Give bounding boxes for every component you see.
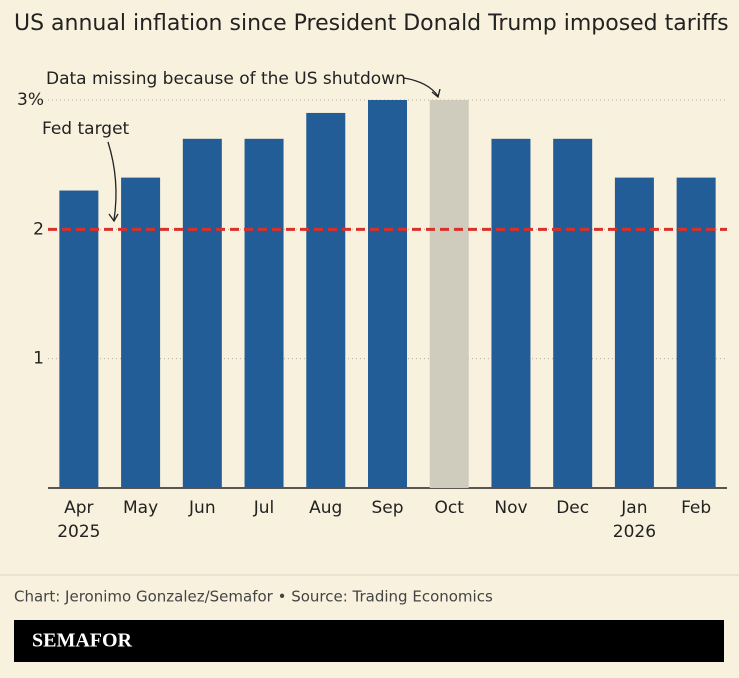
- reference-label: Fed target: [42, 119, 130, 139]
- brand-bar: [14, 620, 724, 662]
- bar: [676, 177, 716, 488]
- fed-arrowhead: [108, 213, 119, 223]
- bar: [491, 138, 531, 489]
- source: Chart: Jeronimo Gonzalez/Semafor • Sourc…: [14, 588, 493, 606]
- y-tick-label: 1: [33, 349, 44, 369]
- annotation: Data missing because of the US shutdown: [46, 69, 406, 89]
- bar: [306, 112, 346, 488]
- x-tick-label: Jan 2026: [612, 498, 657, 542]
- fed-arrow: [107, 141, 117, 221]
- x-tick-label: Jun: [189, 498, 216, 518]
- x-tick-label: Oct: [434, 498, 464, 518]
- x-tick-label: Jul: [253, 498, 275, 518]
- bar: [368, 100, 407, 488]
- brand-logo: SEMAFOR: [32, 630, 133, 652]
- annotation-arrow: [403, 77, 439, 97]
- bar: [244, 138, 284, 489]
- y-tick-label: 3%: [17, 90, 44, 110]
- x-tick-label: Feb: [681, 498, 712, 518]
- chart-title: US annual inflation since President Dona…: [14, 11, 729, 36]
- x-tick-label: Dec: [556, 498, 590, 518]
- bar: [614, 177, 654, 488]
- annotation-arrowhead: [431, 88, 441, 99]
- bar: [59, 190, 99, 489]
- x-tick-label: Nov: [494, 498, 528, 518]
- y-tick-label: 2: [33, 219, 44, 239]
- bar: [429, 100, 469, 488]
- x-tick-label: Aug: [309, 498, 343, 518]
- x-tick-label: Apr 2025: [57, 498, 101, 542]
- bar: [182, 138, 222, 489]
- bar: [553, 138, 593, 489]
- x-tick-label: May: [123, 498, 159, 518]
- bar: [121, 177, 161, 488]
- x-tick-label: Sep: [371, 498, 404, 518]
